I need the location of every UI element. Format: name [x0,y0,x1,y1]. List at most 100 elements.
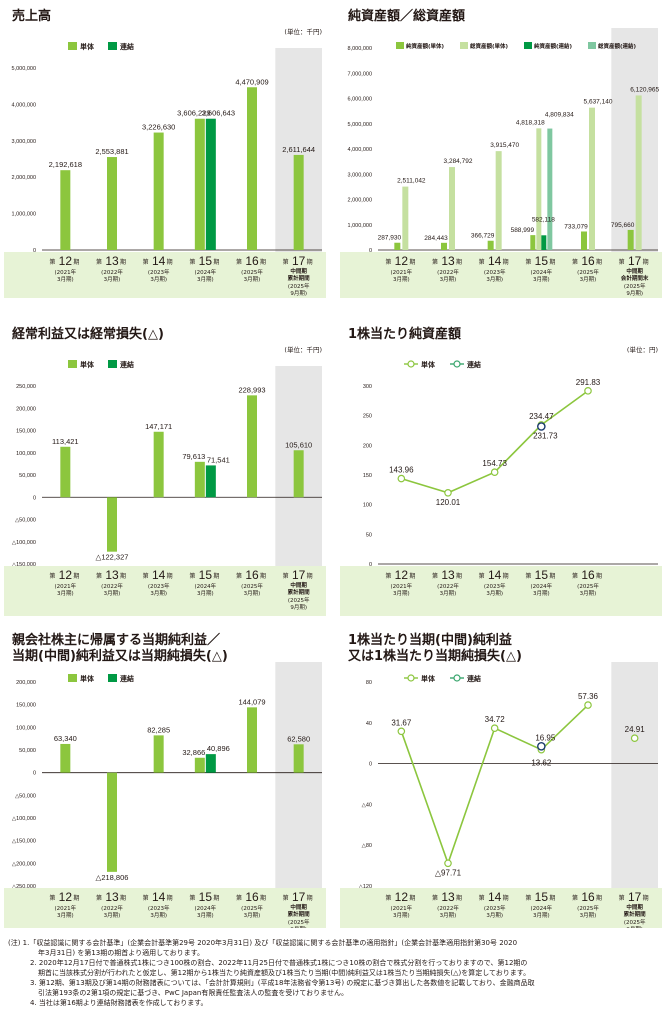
bps-xtick-num: 16 [581,568,595,582]
ordinary-xtick-year: (2025年 [288,596,310,604]
assets-xtick-dai: 第 [432,258,438,266]
ordinary-legend-label-renketsu: 連結 [120,360,134,369]
ordinary-xtick-month: 9月期) [290,604,307,611]
sales-ytick-label: 0 [33,248,36,254]
netincome-xtick-dai: 第 [236,894,242,902]
assets-legend-label-soushisan_tantai: 総資産額(単体) [470,42,509,50]
netincome-bar-renketsu [205,754,216,773]
netincome-xtick-num: 12 [59,890,73,904]
bps-xtick-ki: 期 [596,572,602,580]
assets-bar-soushisan-tantai [449,167,455,250]
sales-label-tantai: 2,553,881 [95,147,128,156]
assets-xtick-ki: 期 [643,258,649,266]
ordinary-ytick-label: △100,000 [12,540,36,546]
bps-point-tantai [444,488,452,497]
assets-xaxis-band [340,252,662,298]
assets-ytick-label: 0 [369,248,372,254]
ordinary-xtick-year: (2023年 [148,582,170,590]
bps-xtick-month: 3月期) [580,590,597,597]
assets-ytick-label: 8,000,000 [348,46,372,52]
bps-legend-marker-renketsu [453,360,461,368]
netincome-ytick-label: 150,000 [16,703,36,709]
sales-ytick-label: 4,000,000 [12,102,36,108]
eps-xaxis-band [340,888,662,928]
eps-xtick-num: 13 [441,890,455,904]
bps-ytick-label: 200 [363,443,372,449]
netincome-ytick-label: △100,000 [12,816,36,822]
netincome-xtick-interim2: 累計期間 [288,910,311,918]
assets-xtick-ki: 期 [549,258,555,266]
eps-label-tantai: △97.71 [435,868,462,877]
netincome-xtick-year: (2024年 [195,904,217,912]
netincome-bar-tantai [60,743,71,773]
assets-xtick-dai: 第 [525,258,531,266]
netincome-xtick-ki: 期 [213,894,219,902]
eps-point-renketsu [537,742,546,751]
netincome-xtick-num: 13 [105,890,119,904]
netincome-xtick-month: 3月期) [57,912,74,919]
assets-chart-svg: 0 1,000,000 2,000,000 3,000,000 4,000,000 5,0… [340,28,662,298]
bps-xtick-year: (2024年 [531,582,553,590]
assets-bar-junshisan-tantai [627,229,634,250]
eps-legend-label-renketsu: 連結 [467,674,481,683]
ordinary-bar-tantai [107,497,117,552]
netincome-xtick-year: (2021年 [55,904,77,912]
assets-xtick-year: (2022年 [437,268,459,276]
ordinary-xtick-year: (2021年 [55,582,77,590]
bps-xtick-month: 3月期) [533,590,550,597]
eps-chart-title: 1株当たり当期(中間)純利益 [348,633,512,648]
eps-ytick-label: △40 [362,802,372,808]
bps-xtick-num: 12 [395,568,409,582]
netincome-ytick-label: 100,000 [16,725,36,731]
assets-legend-swatch-soushisan_renketsu [588,42,596,49]
netincome-xtick-year: (2022年 [101,904,123,912]
assets-xtick-num: 13 [441,254,455,268]
eps-label-tantai: 31.67 [391,718,412,727]
sales-xtick-year: (2021年 [55,268,77,276]
netincome-xtick-ki: 期 [260,894,266,902]
assets-bar-soushisan-tantai [635,95,642,250]
assets-xtick-month: 3月期) [533,276,550,283]
footnotes: (注) 1.「収益認識に関する会計基準」(企業会計基準第29号 2020年3月3… [8,938,662,1008]
assets-legend-swatch-junshisan_tantai [396,42,404,49]
netincome-ytick-label: △50,000 [15,793,36,799]
net-income-chart-title-line2: 当期(中間)純利益又は当期純損失(△) [12,649,228,664]
assets-interim-shade [611,28,658,252]
netincome-xaxis-band [4,888,326,928]
bps-xtick-num: 13 [441,568,455,582]
eps-xtick-year: (2025年 [624,918,646,926]
bps-xtick-num: 14 [488,568,502,582]
netincome-ytick-label: △250,000 [12,884,36,890]
assets-legend-swatch-soushisan_tantai [460,42,468,49]
sales-xtick-year: (2024年 [195,268,217,276]
assets-chart-panel: 純資産額／総資産額 (単位：千円) 01,000,0002,000,0003,0… [340,6,662,298]
assets-label-soushisan-tantai: 3,284,792 [444,158,473,165]
netincome-xtick-interim1: 中間期 [290,903,307,911]
eps-label-tantai: 34.72 [485,715,506,724]
ordinary-label-tantai: 147,171 [145,422,172,431]
assets-xtick-interim1: 中間期 [626,267,643,275]
ordinary-label-tantai: 79,613 [182,452,205,461]
bps-chart-title: 1株当たり純資産額 [348,327,462,342]
assets-xtick-num: 17 [628,254,642,268]
sales-legend-swatch-tantai [68,42,77,50]
netincome-xtick-num: 15 [199,890,213,904]
netincome-ytick-label: 0 [33,771,36,777]
assets-label-junshisan-tantai: 733,079 [564,223,588,230]
assets-bar-junshisan-tantai [394,242,401,250]
sales-xtick-dai: 第 [189,258,195,266]
bps-xtick-month: 3月期) [486,590,503,597]
netincome-xtick-ki: 期 [167,894,173,902]
ordinary-xtick-dai: 第 [283,572,289,580]
netincome-bar-tantai [194,757,205,773]
ordinary-xtick-dai: 第 [96,572,102,580]
ordinary-ytick-label: 0 [33,495,36,501]
eps-xtick-num: 16 [581,890,595,904]
ordinary-bar-tantai [60,446,71,498]
sales-ytick-label: 5,000,000 [12,66,36,72]
assets-xtick-year: (2025年 [577,268,599,276]
assets-ytick-label: 1,000,000 [348,223,372,229]
eps-legend-marker-renketsu [453,674,461,682]
netincome-ytick-label: △150,000 [12,839,36,845]
